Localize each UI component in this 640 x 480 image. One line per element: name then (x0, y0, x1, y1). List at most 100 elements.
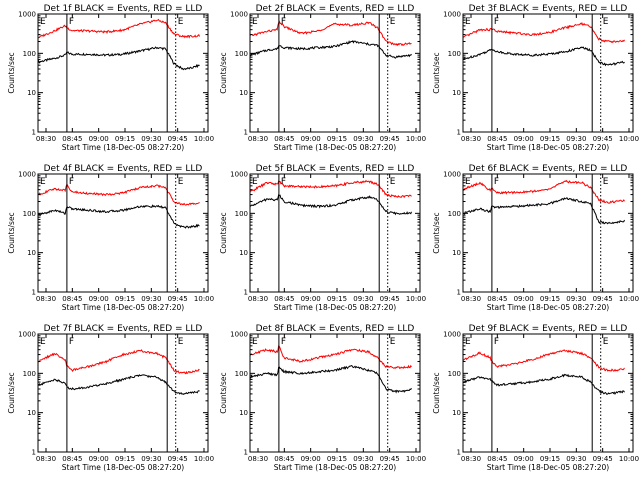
x-tick-label: 09:45 (168, 135, 188, 143)
series-line-lld (463, 179, 625, 204)
event-marker-label: F (494, 17, 499, 27)
y-tick-label: 10 (452, 89, 461, 97)
plot-area (250, 20, 412, 59)
y-tick-label: 100 (448, 50, 461, 58)
y-tick-label: 1000 (18, 331, 36, 339)
x-axis-label: Start Time (18-Dec-05 08:27:20) (487, 143, 609, 152)
y-axis-label: Counts/sec (432, 52, 441, 93)
series-line-events (250, 40, 412, 59)
x-tick-label: 08:45 (62, 295, 82, 303)
x-axis-label: Start Time (18-Dec-05 08:27:20) (274, 303, 396, 312)
x-tick-label: 09:45 (380, 135, 400, 143)
x-axis-label: Start Time (18-Dec-05 08:27:20) (274, 143, 396, 152)
y-tick-label: 1 (244, 129, 248, 137)
panel-2: Det 2f BLACK = Events, RED = LLD E F E 08:30… (219, 4, 426, 152)
x-tick-label: 09:15 (327, 135, 347, 143)
y-tick-label: 1000 (230, 331, 248, 339)
y-tick-label: 10 (452, 409, 461, 417)
y-tick-label: 10 (27, 409, 36, 417)
panel-title: Det 8f BLACK = Events, RED = LLD (256, 324, 415, 334)
y-tick-label: 1000 (443, 331, 461, 339)
x-tick-label: 09:00 (514, 455, 534, 463)
event-marker-label: F (69, 337, 74, 347)
x-tick-label: 09:45 (168, 295, 188, 303)
panel-title: Det 5f BLACK = Events, RED = LLD (256, 164, 415, 174)
plot-frame (37, 333, 209, 453)
plot-area (463, 179, 625, 225)
x-tick-label: 10:00 (406, 295, 426, 303)
panel-1: Det 1f BLACK = Events, RED = LLD E F E 08:30… (7, 4, 214, 152)
x-tick-label: 08:30 (36, 455, 56, 463)
series-line-events (250, 194, 412, 216)
y-tick-label: 1000 (230, 11, 248, 19)
y-tick-label: 1 (244, 449, 248, 457)
panel-6: Det 6f BLACK = Events, RED = LLD E F E 08:30… (432, 164, 639, 312)
plot-area (463, 21, 625, 67)
x-tick-label: 10:00 (406, 135, 426, 143)
series-line-events (463, 46, 625, 67)
series-line-events (38, 374, 200, 396)
plot-area (463, 349, 625, 396)
plot-frame (249, 13, 421, 133)
plot-area (250, 179, 412, 216)
y-tick-label: 1000 (18, 11, 36, 19)
panel-9: Det 9f BLACK = Events, RED = LLD E F E 08:30… (432, 324, 639, 472)
series-line-events (463, 373, 625, 396)
y-tick-label: 1 (457, 289, 461, 297)
x-tick-label: 08:30 (36, 295, 56, 303)
event-marker-label: E (603, 337, 609, 347)
event-marker-label: E (390, 337, 396, 347)
panel-title: Det 1f BLACK = Events, RED = LLD (44, 4, 203, 14)
x-tick-label: 09:00 (301, 455, 321, 463)
event-marker-label: E (252, 17, 258, 27)
plot-area (38, 18, 200, 71)
x-axis-label: Start Time (18-Dec-05 08:27:20) (62, 143, 184, 152)
x-tick-label: 09:45 (380, 455, 400, 463)
series-line-lld (463, 349, 625, 372)
x-tick-label: 09:30 (353, 135, 373, 143)
x-axis-label: Start Time (18-Dec-05 08:27:20) (274, 463, 396, 472)
x-tick-label: 08:45 (274, 295, 294, 303)
x-tick-label: 09:00 (89, 295, 109, 303)
series-line-lld (250, 345, 412, 370)
y-tick-label: 100 (23, 50, 36, 58)
x-tick-label: 09:15 (540, 135, 560, 143)
x-tick-label: 09:15 (327, 295, 347, 303)
plot-frame (249, 173, 421, 293)
event-marker-label: F (69, 17, 74, 27)
y-tick-label: 10 (27, 249, 36, 257)
event-marker-label: E (40, 17, 46, 27)
event-marker-label: F (494, 337, 499, 347)
event-marker-label: F (69, 177, 74, 187)
x-tick-label: 09:15 (115, 455, 135, 463)
y-tick-label: 1000 (230, 171, 248, 179)
x-tick-label: 08:45 (487, 455, 507, 463)
series-line-events (250, 365, 412, 394)
y-tick-label: 1 (32, 129, 36, 137)
y-axis-label: Counts/sec (219, 372, 228, 413)
series-line-lld (38, 349, 200, 375)
x-tick-label: 08:45 (274, 455, 294, 463)
x-tick-label: 09:45 (593, 135, 613, 143)
plot-area (250, 345, 412, 394)
x-tick-label: 09:15 (115, 295, 135, 303)
x-tick-label: 09:00 (301, 295, 321, 303)
series-line-lld (38, 184, 200, 206)
x-tick-label: 10:00 (194, 135, 214, 143)
series-line-lld (38, 18, 200, 39)
panel-title: Det 9f BLACK = Events, RED = LLD (469, 324, 628, 334)
x-tick-label: 09:30 (566, 455, 586, 463)
plot-frame (37, 13, 209, 133)
x-tick-label: 09:00 (301, 135, 321, 143)
plot-area (38, 184, 200, 229)
x-tick-label: 09:30 (141, 455, 161, 463)
event-marker-label: E (178, 337, 184, 347)
y-tick-label: 1000 (18, 171, 36, 179)
x-tick-label: 08:45 (62, 135, 82, 143)
x-tick-label: 08:30 (36, 135, 56, 143)
x-axis-label: Start Time (18-Dec-05 08:27:20) (62, 463, 184, 472)
x-tick-label: 08:45 (487, 135, 507, 143)
y-tick-label: 1 (244, 289, 248, 297)
plot-frame (462, 173, 634, 293)
